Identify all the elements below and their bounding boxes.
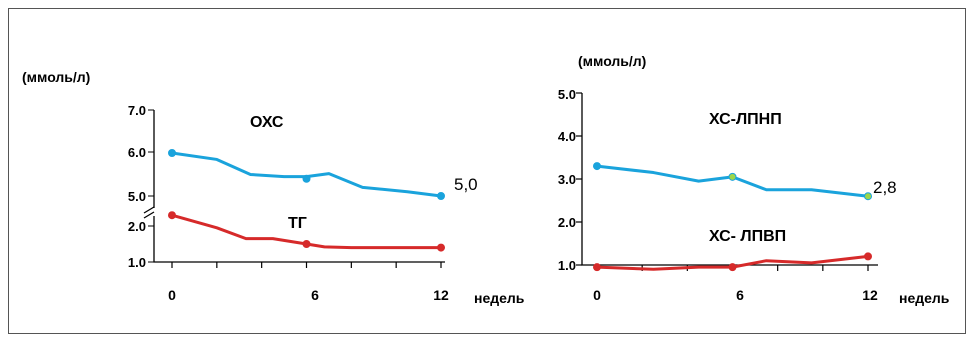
- left-ytick-label: 1.0: [128, 255, 146, 270]
- right-series-group: [593, 162, 872, 272]
- right-data-point: [593, 162, 601, 171]
- left-data-point: [168, 149, 176, 157]
- left-series-line-0: [170, 151, 443, 198]
- left-data-point: [302, 174, 311, 183]
- chart-left: (ммоль/л) 7.0 6.0 5.0 2.0 1.0 0 6 12 нед…: [22, 69, 525, 306]
- left-data-point: [437, 243, 445, 252]
- left-ytick-label: 6.0: [128, 145, 146, 160]
- right-data-point: [864, 192, 872, 201]
- left-xtick-label: 12: [433, 287, 449, 303]
- right-ytick-label: 5.0: [558, 87, 576, 102]
- right-series-label-ldl: ХС-ЛПНП: [709, 111, 782, 128]
- right-data-point: [728, 263, 737, 272]
- chart-right: (ммоль/л) 5.0 4.0 3.0 2.0 1.0 0 6 12 нед…: [558, 53, 950, 306]
- right-xtick-label: 0: [593, 287, 601, 303]
- left-axis-break-mark-1: [143, 206, 155, 214]
- right-ytick-label: 1.0: [558, 258, 576, 273]
- left-series-label-tg: ТГ: [288, 215, 307, 232]
- left-ytick-label: 7.0: [128, 103, 146, 118]
- right-xtick-label: 6: [736, 287, 744, 303]
- right-series-label-hdl: ХС- ЛПВП: [709, 228, 786, 245]
- left-ytick-label: 5.0: [128, 189, 146, 204]
- left-xtick-label: 0: [168, 287, 176, 303]
- left-ytick-label: 2.0: [128, 219, 146, 234]
- right-ytick-label: 2.0: [558, 215, 576, 230]
- right-data-point: [864, 252, 872, 261]
- left-x-axis-label: недель: [474, 290, 525, 306]
- left-x-ticks: [171, 262, 442, 268]
- left-data-point: [168, 211, 176, 220]
- left-y-unit: (ммоль/л): [22, 69, 90, 85]
- left-end-value-label: 5,0: [454, 175, 478, 194]
- figure-frame: [8, 8, 966, 334]
- right-data-point: [728, 172, 737, 181]
- left-series-label-oxs: ОХС: [250, 114, 284, 131]
- right-series-line-0: [595, 164, 870, 198]
- right-y-ticks: [576, 92, 582, 266]
- left-data-point: [302, 240, 311, 248]
- right-ytick-label: 4.0: [558, 129, 576, 144]
- right-y-unit: (ммоль/л): [578, 53, 646, 69]
- right-data-point: [593, 263, 601, 272]
- right-xtick-label: 12: [862, 287, 878, 303]
- left-data-point: [437, 192, 445, 200]
- left-series-group: [168, 149, 445, 252]
- right-x-axis-label: недель: [899, 290, 950, 306]
- left-axis-break-mark-2: [143, 211, 155, 219]
- right-ytick-label: 3.0: [558, 172, 576, 187]
- right-end-value-label: 2,8: [873, 178, 897, 197]
- left-xtick-label: 6: [311, 287, 319, 303]
